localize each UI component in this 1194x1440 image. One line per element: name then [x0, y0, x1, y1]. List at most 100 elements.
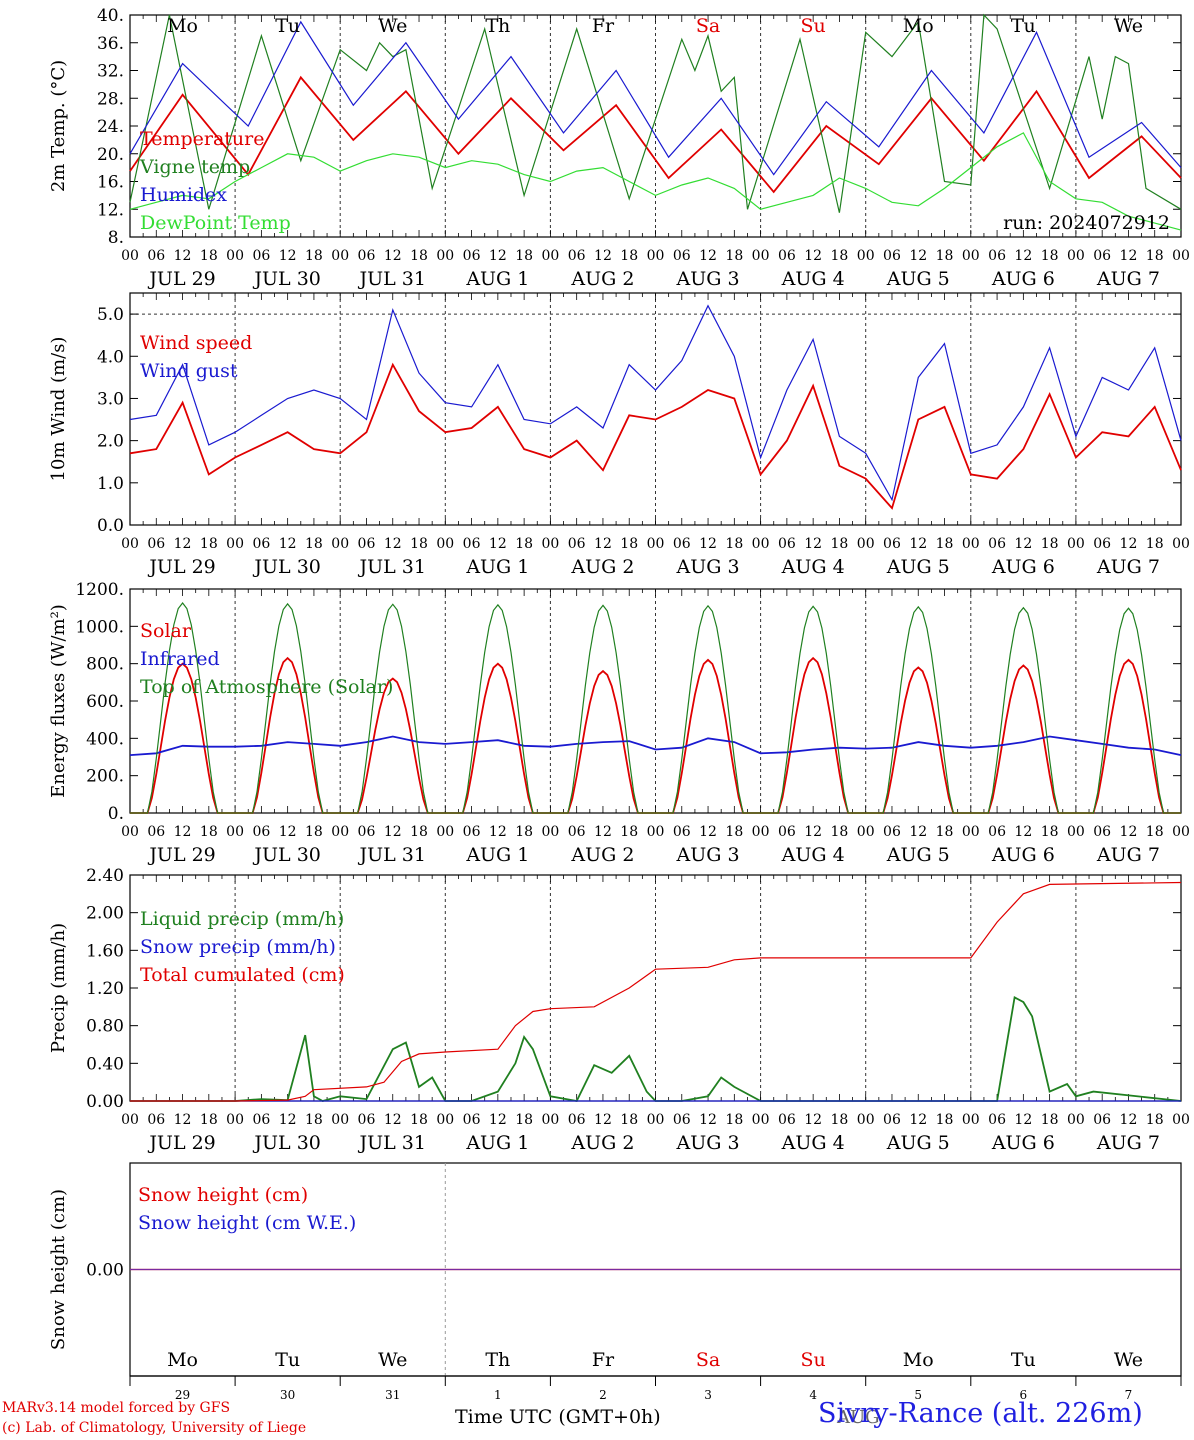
- y-tick-label: 0.40: [86, 1054, 124, 1074]
- x-hour-label: 00: [1172, 824, 1190, 840]
- x-hour-label: 06: [988, 248, 1006, 264]
- x-date-label: AUG 2: [570, 556, 634, 578]
- x-hour-label: 12: [1120, 824, 1138, 840]
- x-date-label: AUG 1: [465, 268, 529, 290]
- x-hour-label: 00: [647, 536, 665, 552]
- x-hour-label: 06: [568, 1112, 586, 1128]
- x-date-label: AUG 2: [570, 268, 634, 290]
- x-hour-label: 06: [988, 536, 1006, 552]
- x-hour-label: 06: [252, 824, 270, 840]
- x-hour-label: 12: [594, 824, 612, 840]
- x-day-number: 29: [175, 1388, 190, 1402]
- x-hour-label: 12: [489, 1112, 507, 1128]
- x-date-label: JUL 30: [252, 844, 320, 866]
- x-day-number: 1: [494, 1388, 502, 1402]
- x-hour-label: 06: [778, 248, 796, 264]
- x-hour-label: 18: [936, 248, 954, 264]
- legend-entry: Snow height (cm): [138, 1184, 308, 1206]
- x-hour-label: 12: [1014, 248, 1032, 264]
- x-hour-label: 06: [252, 248, 270, 264]
- legend-entry: Snow precip (mm/h): [140, 936, 336, 958]
- x-hour-label: 18: [410, 248, 428, 264]
- x-hour-label: 18: [515, 248, 533, 264]
- x-hour-label: 18: [725, 824, 743, 840]
- x-date-label: JUL 29: [147, 844, 215, 866]
- x-hour-label: 18: [1041, 536, 1059, 552]
- x-hour-label: 00: [1067, 248, 1085, 264]
- x-hour-label: 06: [147, 536, 165, 552]
- x-hour-label: 00: [752, 248, 770, 264]
- x-hour-label: 06: [147, 1112, 165, 1128]
- y-tick-label: 0.0: [97, 516, 124, 536]
- x-hour-label: 12: [384, 1112, 402, 1128]
- weekday-label: Th: [485, 1349, 510, 1371]
- x-hour-label: 18: [620, 248, 638, 264]
- series-line: [129, 304, 1182, 502]
- panel-3: 0. 200. 400. 600. 800. 1000. 1200. Energy fluxe…: [48, 580, 1190, 866]
- x-date-label: JUL 30: [252, 556, 320, 578]
- model-credit: MARv3.14 model forced by GFS: [2, 1400, 231, 1416]
- weekday-label: We: [1114, 15, 1143, 37]
- weekday-label: Th: [485, 15, 510, 37]
- x-hour-label: 06: [883, 248, 901, 264]
- x-hour-label: 06: [358, 1112, 376, 1128]
- x-hour-label: 18: [725, 248, 743, 264]
- x-date-label: JUL 31: [358, 844, 426, 866]
- x-hour-label: 12: [1120, 536, 1138, 552]
- x-date-label: JUL 29: [147, 556, 215, 578]
- weekday-label: We: [1114, 1349, 1143, 1371]
- x-hour-label: 12: [909, 248, 927, 264]
- x-hour-label: 00: [226, 1112, 244, 1128]
- x-hour-label: 18: [620, 536, 638, 552]
- x-hour-label: 00: [121, 536, 139, 552]
- x-hour-label: 00: [541, 536, 559, 552]
- x-month-label: AUG: [836, 1407, 880, 1428]
- x-hour-label: 06: [147, 824, 165, 840]
- x-date-label: AUG 6: [991, 844, 1055, 866]
- x-hour-label: 12: [699, 248, 717, 264]
- x-date-label: JUL 31: [358, 556, 426, 578]
- y-axis-title: Precip (mm/h): [48, 923, 69, 1053]
- y-tick-label: 3.0: [97, 389, 124, 409]
- legend-entry: Wind gust: [140, 360, 238, 382]
- x-hour-label: 12: [174, 248, 192, 264]
- x-hour-label: 18: [515, 1112, 533, 1128]
- x-hour-label: 12: [489, 536, 507, 552]
- x-day-number: 5: [914, 1388, 922, 1402]
- x-hour-label: 06: [252, 1112, 270, 1128]
- series-line: [129, 362, 1182, 510]
- x-hour-label: 00: [857, 536, 875, 552]
- x-hour-label: 12: [699, 824, 717, 840]
- y-axis-title: Energy fluxes (W/m²): [48, 604, 69, 798]
- x-hour-label: 18: [305, 536, 323, 552]
- y-tick-label: 8.: [108, 228, 124, 248]
- y-tick-label: 36.: [97, 34, 124, 54]
- run-label: run: 2024072912: [1003, 212, 1170, 234]
- y-axis-title: Snow height (cm): [48, 1189, 69, 1350]
- x-date-label: AUG 7: [1096, 268, 1160, 290]
- y-tick-label: 32.: [97, 62, 124, 82]
- y-tick-label: 1.20: [86, 979, 124, 999]
- x-hour-label: 18: [305, 824, 323, 840]
- x-hour-label: 18: [515, 824, 533, 840]
- weekday-label: We: [378, 15, 407, 37]
- x-hour-label: 12: [279, 1112, 297, 1128]
- legend-entry: Wind speed: [140, 332, 252, 354]
- x-date-label: AUG 5: [886, 1132, 950, 1154]
- series-line: [129, 735, 1182, 756]
- x-date-label: JUL 29: [147, 1132, 215, 1154]
- x-hour-label: 18: [620, 1112, 638, 1128]
- legend-entry: Solar: [140, 620, 192, 642]
- x-hour-label: 00: [436, 248, 454, 264]
- x-hour-label: 06: [673, 248, 691, 264]
- x-hour-label: 12: [174, 536, 192, 552]
- panel-1: 8. 12. 16. 20. 24. 28. 32. 36. 40. 2m Temp. (°C) T…: [48, 6, 1190, 290]
- x-hour-label: 00: [331, 1112, 349, 1128]
- station-name: Sivry-Rance (alt. 226m): [818, 1398, 1143, 1429]
- y-tick-label: 12.: [97, 200, 124, 220]
- x-day-number: 6: [1020, 1388, 1028, 1402]
- legend-entry: Top of Atmosphere (Solar): [140, 676, 393, 698]
- x-hour-label: 00: [962, 248, 980, 264]
- x-hour-label: 00: [226, 248, 244, 264]
- x-hour-label: 06: [1093, 824, 1111, 840]
